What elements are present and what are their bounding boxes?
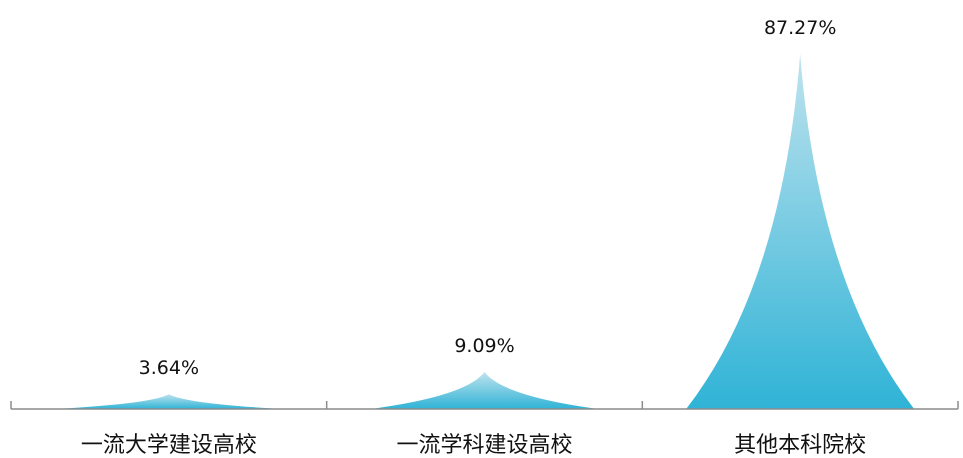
data-label-2: 9.09% [454,335,514,357]
x-tick-label-1: 一流大学建设高校 [81,433,257,458]
bars-layer [54,54,915,409]
data-label-3: 87.27% [764,17,836,39]
x-axis [10,401,959,410]
bar-1 [54,394,283,409]
bar-3 [686,54,915,409]
x-tick-label-2: 一流学科建设高校 [396,433,572,458]
labels-layer: 3.64% 一流大学建设高校 9.09% 一流学科建设高校 87.27% 其他本科院校 [81,17,866,458]
x-tick-label-3: 其他本科院校 [734,433,866,458]
bar-2 [370,372,599,409]
data-label-1: 3.64% [139,357,199,379]
